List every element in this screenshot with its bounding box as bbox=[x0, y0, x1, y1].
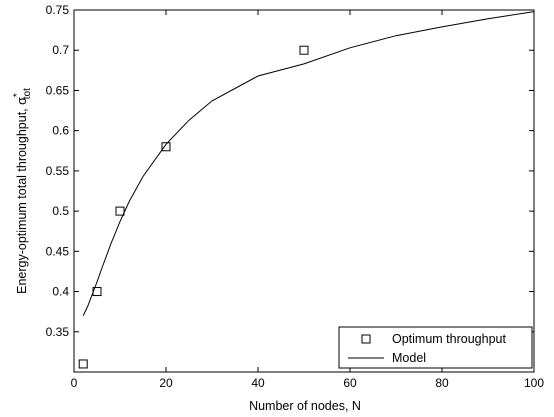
y-tick-label: 0.7 bbox=[52, 43, 69, 57]
data-point-optimum-throughput bbox=[161, 142, 171, 152]
x-axis-label: Number of nodes, N bbox=[249, 399, 361, 413]
series-line-model bbox=[82, 11, 535, 316]
x-tick-label: 20 bbox=[159, 376, 173, 390]
y-tick-label: 0.65 bbox=[46, 83, 70, 97]
y-axis-label-sup: * bbox=[12, 93, 23, 97]
x-tick-label: 80 bbox=[435, 376, 449, 390]
legend-box bbox=[338, 326, 533, 369]
legend-label-model: Model bbox=[392, 351, 426, 365]
data-point-optimum-throughput bbox=[299, 45, 309, 55]
x-tick-label: 60 bbox=[343, 376, 357, 390]
y-axis-label: Energy-optimum total throughput, σ*tot bbox=[12, 88, 33, 294]
y-tick-label: 0.75 bbox=[46, 3, 70, 17]
y-tick-label: 0.5 bbox=[52, 204, 69, 218]
y-tick-label: 0.55 bbox=[46, 164, 70, 178]
series-group bbox=[78, 11, 535, 369]
x-tick-label: 0 bbox=[71, 376, 78, 390]
x-tick-label: 40 bbox=[251, 376, 265, 390]
plot-frame bbox=[73, 9, 535, 373]
ticks-group: 0 20 40 60 80 100 0.35 0.4 0.45 0.5 0.55 0.6 0.65 0.7… bbox=[46, 3, 545, 390]
legend-marker-optimum-throughput bbox=[361, 334, 371, 344]
y-tick-label: 0.45 bbox=[46, 244, 70, 258]
data-point-optimum-throughput bbox=[115, 206, 125, 216]
data-point-optimum-throughput bbox=[78, 359, 88, 369]
x-tick-label: 100 bbox=[524, 376, 544, 390]
y-tick-label: 0.4 bbox=[52, 285, 69, 299]
y-tick-label: 0.6 bbox=[52, 124, 69, 138]
y-tick-label: 0.35 bbox=[46, 325, 70, 339]
plot-frame-group bbox=[73, 9, 535, 373]
legend: Optimum throughput Model bbox=[338, 326, 533, 369]
y-axis-label-sub: tot bbox=[22, 88, 33, 99]
y-axis-label-main: Energy-optimum total throughput, σ bbox=[15, 97, 29, 294]
legend-label-optimum-throughput: Optimum throughput bbox=[392, 332, 506, 346]
